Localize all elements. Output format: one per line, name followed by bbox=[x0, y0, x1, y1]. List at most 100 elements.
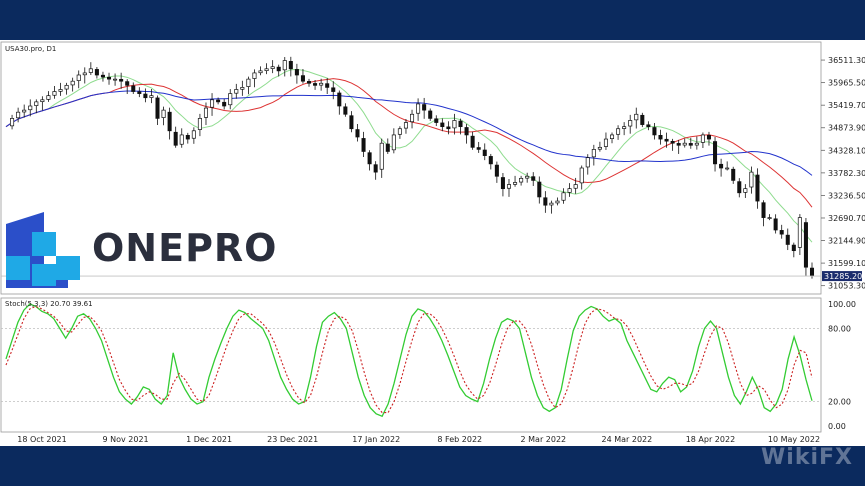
candle-bull bbox=[616, 128, 621, 135]
candle-bull bbox=[506, 184, 512, 189]
date-tick-label: 24 Mar 2022 bbox=[602, 435, 653, 444]
candle-bear bbox=[355, 129, 360, 138]
candle-bear bbox=[331, 87, 336, 92]
candle-bull bbox=[82, 72, 87, 76]
stoch-tick-label: 80.00 bbox=[828, 324, 851, 333]
price-tick-label: 35965.50 bbox=[828, 79, 865, 88]
candle-bear bbox=[367, 152, 372, 165]
stoch-title: Stoch(5,3,3) 20.70 39.61 bbox=[5, 300, 93, 308]
date-tick-label: 9 Nov 2021 bbox=[102, 435, 148, 444]
candle-bull bbox=[743, 188, 748, 193]
candle-bull bbox=[597, 146, 602, 150]
candle-bull bbox=[270, 66, 275, 69]
candle-bull bbox=[34, 101, 39, 106]
moving-averages bbox=[5, 68, 813, 243]
candle-bear bbox=[494, 164, 499, 177]
candle-bear bbox=[155, 97, 160, 119]
candle-bull bbox=[22, 109, 27, 113]
candle-bull bbox=[191, 130, 196, 139]
date-tick-label: 1 Dec 2021 bbox=[186, 435, 232, 444]
candle-bull bbox=[28, 105, 33, 111]
candle-bear bbox=[343, 106, 348, 115]
price-tick-label: 32690.70 bbox=[828, 214, 865, 223]
candle-bull bbox=[210, 99, 215, 108]
candle-bear bbox=[470, 135, 475, 148]
candle-bear bbox=[482, 149, 487, 156]
candle-bear bbox=[773, 218, 778, 231]
candle-bear bbox=[300, 75, 305, 82]
candle-bull bbox=[403, 122, 408, 129]
candle-bull bbox=[282, 60, 287, 71]
candle-bear bbox=[537, 181, 542, 198]
candle-bear bbox=[361, 138, 366, 152]
candle-bull bbox=[161, 109, 166, 118]
candle-bear bbox=[131, 85, 136, 92]
candle-bear bbox=[288, 61, 293, 70]
candle-bear bbox=[125, 81, 130, 86]
candle-bull bbox=[513, 182, 518, 185]
candle-bull bbox=[519, 177, 524, 183]
candle-bear bbox=[670, 140, 675, 144]
stoch-main-line bbox=[5, 303, 813, 418]
candle-bear bbox=[676, 143, 681, 146]
candle-bear bbox=[222, 101, 227, 107]
date-axis: 18 Oct 2021 9 Nov 2021 1 Dec 2021 23 Dec 20… bbox=[17, 435, 820, 444]
candle-bull bbox=[555, 200, 560, 204]
candle-bear bbox=[785, 234, 790, 245]
price-tick-label: 34873.90 bbox=[828, 124, 865, 133]
stoch-signal-line bbox=[5, 305, 813, 414]
candle-bull bbox=[561, 192, 566, 201]
candle-bear bbox=[185, 134, 190, 140]
candle-bear bbox=[173, 131, 178, 146]
candle-bear bbox=[349, 115, 354, 130]
candle-bull bbox=[397, 128, 402, 135]
stoch-axis: 100.00 80.00 20.00 0.00 bbox=[828, 300, 856, 431]
candle-bull bbox=[64, 84, 69, 90]
candle-bear bbox=[422, 104, 427, 111]
candle-bear bbox=[719, 163, 724, 169]
current-price-marker: 31285.20 bbox=[1, 271, 862, 282]
candle-bear bbox=[440, 122, 445, 128]
candle-bull bbox=[10, 118, 15, 127]
candle-bull bbox=[76, 74, 81, 81]
candle-bull bbox=[319, 82, 324, 86]
candle-bull bbox=[573, 184, 578, 189]
candle-bull bbox=[585, 157, 590, 168]
stoch-tick-label: 0.00 bbox=[828, 422, 846, 431]
onepro-wordmark: ONEPRO bbox=[92, 226, 278, 270]
stoch-tick-label: 100.00 bbox=[828, 300, 856, 309]
candle-bear bbox=[434, 118, 439, 123]
candle-bear bbox=[543, 197, 548, 206]
candle-bull bbox=[197, 118, 202, 130]
candle-bull bbox=[416, 103, 421, 114]
candle-bull bbox=[203, 107, 209, 118]
candle-bear bbox=[137, 91, 142, 94]
price-tick-label: 33236.50 bbox=[828, 191, 865, 200]
candle-bull bbox=[579, 167, 584, 184]
candle-bull bbox=[228, 93, 233, 106]
date-tick-label: 10 May 2022 bbox=[768, 435, 820, 444]
candle-bull bbox=[46, 95, 51, 100]
candle-bull bbox=[379, 142, 384, 170]
candle-bull bbox=[452, 120, 457, 129]
candle-bear bbox=[706, 134, 711, 140]
candle-bear bbox=[276, 66, 281, 72]
candle-bull bbox=[410, 113, 415, 123]
candle-bull bbox=[634, 113, 639, 121]
date-tick-label: 18 Oct 2021 bbox=[17, 435, 66, 444]
ma-fast-line bbox=[5, 68, 813, 243]
candle-bull bbox=[628, 120, 633, 127]
candle-bear bbox=[446, 126, 451, 130]
candle-bear bbox=[337, 92, 342, 107]
candle-bear bbox=[119, 78, 124, 82]
onepro-logo-icon bbox=[6, 212, 80, 288]
candle-bear bbox=[646, 124, 651, 128]
ma-slow-line bbox=[5, 90, 813, 176]
candle-bear bbox=[809, 267, 815, 277]
candle-bear bbox=[531, 176, 536, 181]
candle-bear bbox=[428, 110, 433, 119]
price-tick-label: 34328.10 bbox=[828, 146, 865, 155]
candle-bull bbox=[113, 78, 118, 81]
candle-bull bbox=[40, 99, 45, 103]
candle-bull bbox=[767, 217, 772, 219]
